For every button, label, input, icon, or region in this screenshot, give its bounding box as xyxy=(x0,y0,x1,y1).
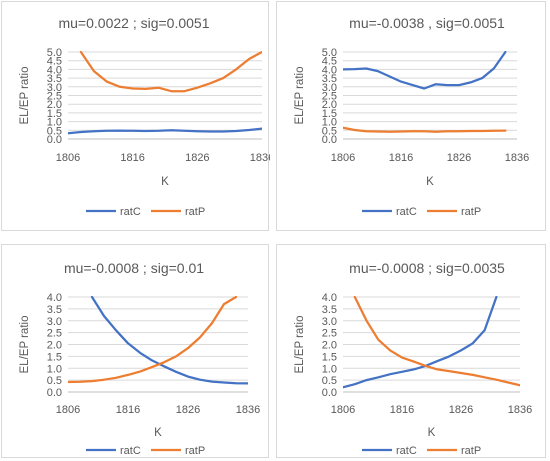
x-tick-label: 1816 xyxy=(120,152,144,164)
x-tick-label: 1806 xyxy=(56,152,80,164)
legend-label-ratC: ratC xyxy=(396,206,417,218)
chart-panel-2: mu=-0.0038 , sig=0.0051 0.0 0.5 1.0 1.5 2.0 2.… xyxy=(276,1,546,231)
y-axis-label: EL/EP ratio xyxy=(19,67,31,125)
chart-svg: mu=0.0022 ; sig=0.0051 0.00.51.01.52.02.5… xyxy=(19,15,270,218)
x-tick-label: 1816 xyxy=(389,152,413,164)
x-axis-label: K xyxy=(154,427,162,439)
chart-svg: mu=-0.0008 ; sig=0.010.00.51.01.52.02.53… xyxy=(19,260,260,457)
x-tick-label: 1836 xyxy=(250,152,270,164)
x-axis-label: K xyxy=(161,176,169,188)
y-axis-label: EL/EP ratio xyxy=(294,316,306,374)
x-tick-label: 1836 xyxy=(236,404,260,416)
series-line-ratP xyxy=(68,296,238,384)
y-tick-label: 4.0 xyxy=(322,292,337,304)
y-tick-label: 0.0 xyxy=(322,134,337,146)
y-tick-label: 1.5 xyxy=(322,351,337,363)
series-line-ratP xyxy=(343,126,507,133)
y-axis-label: EL/EP ratio xyxy=(19,316,31,374)
y-tick-label: 1.0 xyxy=(322,117,337,129)
x-tick-label: 1826 xyxy=(447,152,471,164)
y-tick-label: 5.0 xyxy=(322,47,337,59)
y-tick-label: 4.0 xyxy=(47,64,62,76)
y-tick-label: 2.0 xyxy=(47,99,62,111)
y-tick-label: 1.5 xyxy=(47,108,62,120)
legend-label-ratP: ratP xyxy=(185,445,205,457)
y-tick-label: 0.0 xyxy=(47,134,62,146)
y-tick-label: 2.0 xyxy=(322,340,337,352)
y-tick-label: 2.5 xyxy=(47,91,62,103)
series-line-ratC xyxy=(343,296,498,389)
y-tick-label: 3.5 xyxy=(322,73,337,85)
y-tick-label: 0.0 xyxy=(47,387,62,399)
y-tick-label: 0.5 xyxy=(322,125,337,137)
legend-label-ratP: ratP xyxy=(185,206,205,218)
chart-panel-1: mu=0.0022 ; sig=0.0051 0.0 0.5 1.0 1.5 2.0 2.5… xyxy=(1,1,270,231)
x-tick-label: 1836 xyxy=(508,404,532,416)
y-tick-label: 3.0 xyxy=(322,316,337,328)
y-tick-label: 3.5 xyxy=(322,304,337,316)
legend-label-ratC: ratC xyxy=(396,445,417,457)
y-tick-label: 0.5 xyxy=(47,125,62,137)
chart-title: mu=0.0022 ; sig=0.0051 xyxy=(58,15,209,31)
y-tick-label: 2.5 xyxy=(322,91,337,103)
y-tick-label: 4.5 xyxy=(322,56,337,68)
y-tick-label: 1.0 xyxy=(47,363,62,375)
y-tick-label: 2.5 xyxy=(47,328,62,340)
chart-panel-4: mu=-0.0008 ; sig=0.0035 0.0 0.5 1.0 1.5 2.0 2.… xyxy=(276,244,546,458)
x-tick-label: 1826 xyxy=(176,404,200,416)
chart-title: mu=-0.0038 , sig=0.0051 xyxy=(349,15,505,31)
x-tick-label: 1826 xyxy=(185,152,209,164)
x-tick-label: 1806 xyxy=(56,404,80,416)
y-axis-label: EL/EP ratio xyxy=(294,67,306,125)
y-tick-label: 4.0 xyxy=(47,292,62,304)
chart-svg: mu=-0.0038 , sig=0.0051 0.00.51.01.52.02.… xyxy=(294,15,529,218)
y-tick-label: 4.5 xyxy=(47,56,62,68)
y-tick-label: 0.5 xyxy=(322,375,337,387)
legend-label-ratC: ratC xyxy=(120,445,141,457)
y-tick-label: 5.0 xyxy=(47,47,62,59)
legend-label-ratP: ratP xyxy=(461,206,481,218)
chart-panel-3: mu=-0.0008 ; sig=0.01 0.0 0.5 1.0 1.5 2.0 2.5 3… xyxy=(1,244,269,458)
y-tick-label: 1.5 xyxy=(47,351,62,363)
y-tick-label: 0.0 xyxy=(322,387,337,399)
y-tick-label: 3.0 xyxy=(322,82,337,94)
y-tick-label: 3.0 xyxy=(47,316,62,328)
chart-svg: mu=-0.0008 ; sig=0.0035 0.00.51.01.52.02.… xyxy=(294,260,532,457)
series-line-ratC xyxy=(68,127,262,135)
legend-label-ratP: ratP xyxy=(461,445,481,457)
y-tick-label: 2.0 xyxy=(322,99,337,111)
y-tick-label: 1.0 xyxy=(322,363,337,375)
x-axis-label: K xyxy=(428,427,436,439)
series-line-ratC xyxy=(90,296,248,385)
series-line-ratC xyxy=(343,51,507,90)
y-tick-label: 1.0 xyxy=(47,117,62,129)
y-tick-label: 3.5 xyxy=(47,304,62,316)
x-tick-label: 1816 xyxy=(116,404,140,416)
x-axis-label: K xyxy=(426,176,434,188)
legend-label-ratC: ratC xyxy=(120,206,141,218)
x-tick-label: 1836 xyxy=(505,152,529,164)
series-line-ratP xyxy=(79,51,262,93)
x-tick-label: 1806 xyxy=(331,404,355,416)
y-tick-label: 4.0 xyxy=(322,64,337,76)
y-tick-label: 0.5 xyxy=(47,375,62,387)
chart-title: mu=-0.0008 ; sig=0.01 xyxy=(64,260,204,276)
x-tick-label: 1816 xyxy=(390,404,414,416)
y-tick-label: 3.5 xyxy=(47,73,62,85)
y-tick-label: 2.5 xyxy=(322,328,337,340)
x-tick-label: 1826 xyxy=(449,404,473,416)
series-line-ratP xyxy=(353,296,520,387)
y-tick-label: 1.5 xyxy=(322,108,337,120)
y-tick-label: 2.0 xyxy=(47,340,62,352)
chart-title: mu=-0.0008 ; sig=0.0035 xyxy=(349,260,505,276)
y-tick-label: 3.0 xyxy=(47,82,62,94)
x-tick-label: 1806 xyxy=(331,152,355,164)
